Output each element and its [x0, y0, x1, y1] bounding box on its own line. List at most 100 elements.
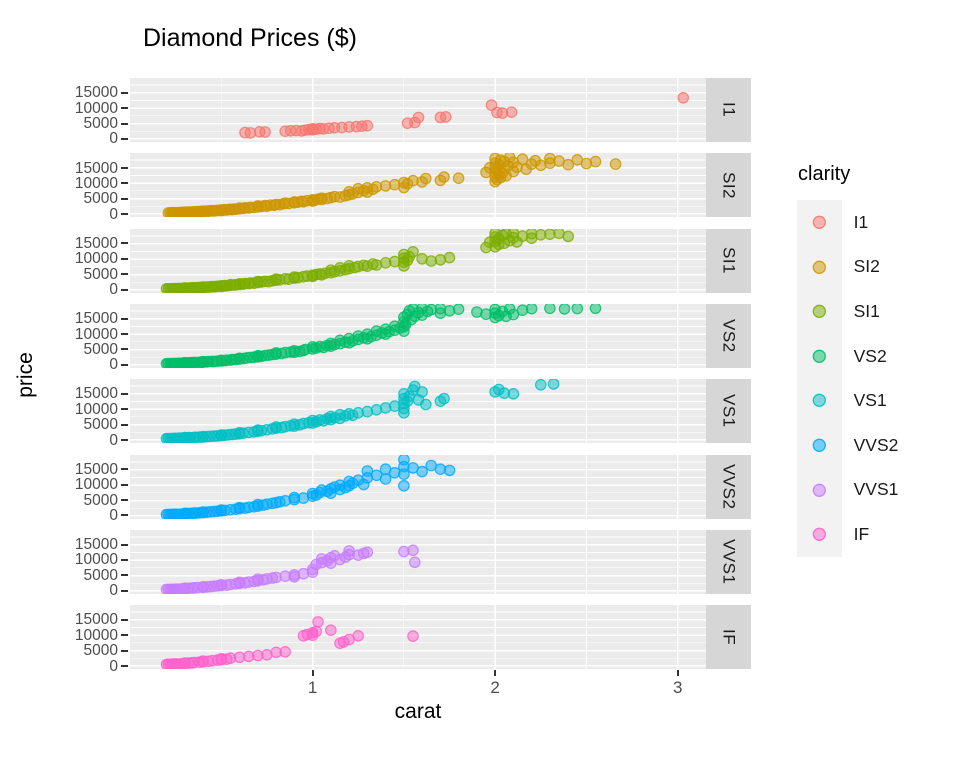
y-tick-label: 0: [109, 657, 118, 675]
y-tick-label: 10000: [74, 476, 118, 494]
legend-point-icon: [812, 527, 826, 542]
y-tick-label: 5000: [83, 340, 118, 358]
y-tick-mark: [121, 408, 128, 411]
y-tick-mark: [121, 288, 128, 291]
y-tick-mark: [121, 107, 128, 110]
y-tick-label: 15000: [74, 460, 118, 478]
y-tick-mark: [121, 574, 128, 577]
facet-plot-i1: [130, 78, 706, 142]
y-tick-mark: [121, 543, 128, 546]
facet-plot-vs1: [130, 378, 706, 445]
facet-panel-vs1: [130, 378, 706, 445]
y-tick-label: 15000: [74, 611, 118, 629]
facet-plot-if: [130, 605, 706, 671]
facet-panel-si1: [130, 226, 706, 295]
y-tick-mark: [121, 589, 128, 592]
y-tick-label: 10000: [74, 400, 118, 418]
points-layer-vs1: [160, 378, 560, 445]
y-tick-mark: [121, 483, 128, 486]
y-tick-mark: [121, 213, 128, 216]
x-tick-label: 3: [672, 678, 683, 698]
legend-item-vs2: VS2: [797, 333, 898, 379]
y-tick-label: 5000: [83, 265, 118, 283]
legend-item-label: IF: [853, 523, 870, 544]
y-tick-label: 15000: [74, 84, 118, 102]
facet-plot-si1: [130, 226, 706, 295]
y-tick-label: 0: [109, 205, 118, 223]
legend-key-swatch: [797, 333, 842, 379]
legend-item-label: VVS2: [853, 434, 899, 455]
facet-strip-label: SI2: [719, 171, 739, 199]
legend-point-icon: [812, 483, 826, 497]
legend-item-label: VVS1: [853, 479, 899, 500]
y-tick-label: 0: [109, 281, 118, 299]
facet-strip-vs1: VS1: [706, 379, 751, 444]
facet-strip-vvs1: VVS1: [706, 529, 751, 594]
legend-key-swatch: [797, 244, 842, 290]
legend-item-vs1: VS1: [797, 378, 898, 423]
facet-plot-vvs1: [130, 529, 706, 595]
facet-plot-si2: [130, 151, 706, 219]
x-tick-mark: [494, 670, 497, 677]
legend-item-si1: SI1: [797, 289, 898, 334]
legend-item-vvs1: VVS1: [797, 467, 899, 513]
legend-key-swatch: [797, 289, 842, 334]
legend-item-label: VS2: [853, 345, 887, 366]
chart-title: Diamond Prices ($): [143, 24, 357, 52]
gridlines: [130, 605, 706, 670]
y-tick-label: 0: [109, 130, 118, 148]
facet-panel-if: [130, 605, 706, 671]
points-layer-vs2: [160, 302, 602, 370]
legend-point-icon: [812, 304, 826, 319]
legend-point-icon: [812, 215, 826, 229]
legend-point-icon: [812, 438, 826, 452]
x-tick-label: 2: [490, 678, 500, 698]
y-tick-mark: [121, 634, 128, 637]
facet-panel-vs2: [130, 302, 706, 370]
x-tick-mark: [676, 670, 679, 677]
y-tick-label: 10000: [74, 99, 118, 117]
y-tick-label: 10000: [74, 250, 118, 268]
legend-item-label: VS1: [853, 390, 887, 411]
points-layer-if: [160, 616, 419, 671]
y-tick-label: 0: [109, 356, 118, 374]
y-tick-label: 15000: [74, 310, 118, 328]
y-tick-label: 15000: [74, 234, 118, 252]
facet-strip-label: I1: [719, 102, 739, 118]
x-tick-mark: [311, 670, 314, 677]
y-tick-mark: [121, 348, 128, 351]
y-tick-label: 0: [109, 506, 118, 524]
facet-panel-si2: [130, 151, 706, 219]
legend-item-vvs2: VVS2: [797, 422, 899, 468]
points-layer-si2: [162, 151, 622, 219]
y-tick-mark: [121, 439, 128, 442]
facet-strip-si1: SI1: [706, 228, 751, 293]
facet-strip-label: VVS2: [719, 463, 739, 510]
facet-plot-vvs2: [130, 453, 706, 520]
legend-key-swatch: [797, 378, 842, 423]
y-tick-label: 10000: [74, 551, 118, 569]
y-tick-mark: [121, 363, 128, 366]
legend-item-label: I1: [853, 211, 869, 232]
facet-panel-i1: [130, 78, 706, 142]
y-tick-mark: [121, 618, 128, 621]
facet-strip-label: IF: [719, 629, 739, 646]
y-tick-mark: [121, 273, 128, 276]
facet-strip-label: VS2: [719, 319, 739, 353]
facet-strip-i1: I1: [706, 78, 751, 142]
facet-panel-vvs1: [130, 529, 706, 595]
points-layer-vvs1: [160, 544, 421, 595]
y-tick-mark: [121, 665, 128, 668]
legend-point-icon: [812, 394, 826, 408]
y-tick-label: 10000: [74, 174, 118, 192]
y-tick-mark: [121, 499, 128, 502]
facet-strip-if: IF: [706, 605, 751, 670]
y-tick-label: 10000: [74, 325, 118, 343]
facet-strip-vvs2: VVS2: [706, 454, 751, 519]
points-layer-vvs2: [160, 453, 456, 520]
y-tick-label: 5000: [83, 491, 118, 509]
y-tick-label: 0: [109, 431, 118, 449]
facet-strip-label: SI1: [719, 247, 739, 275]
facet-panel-vvs2: [130, 453, 706, 520]
